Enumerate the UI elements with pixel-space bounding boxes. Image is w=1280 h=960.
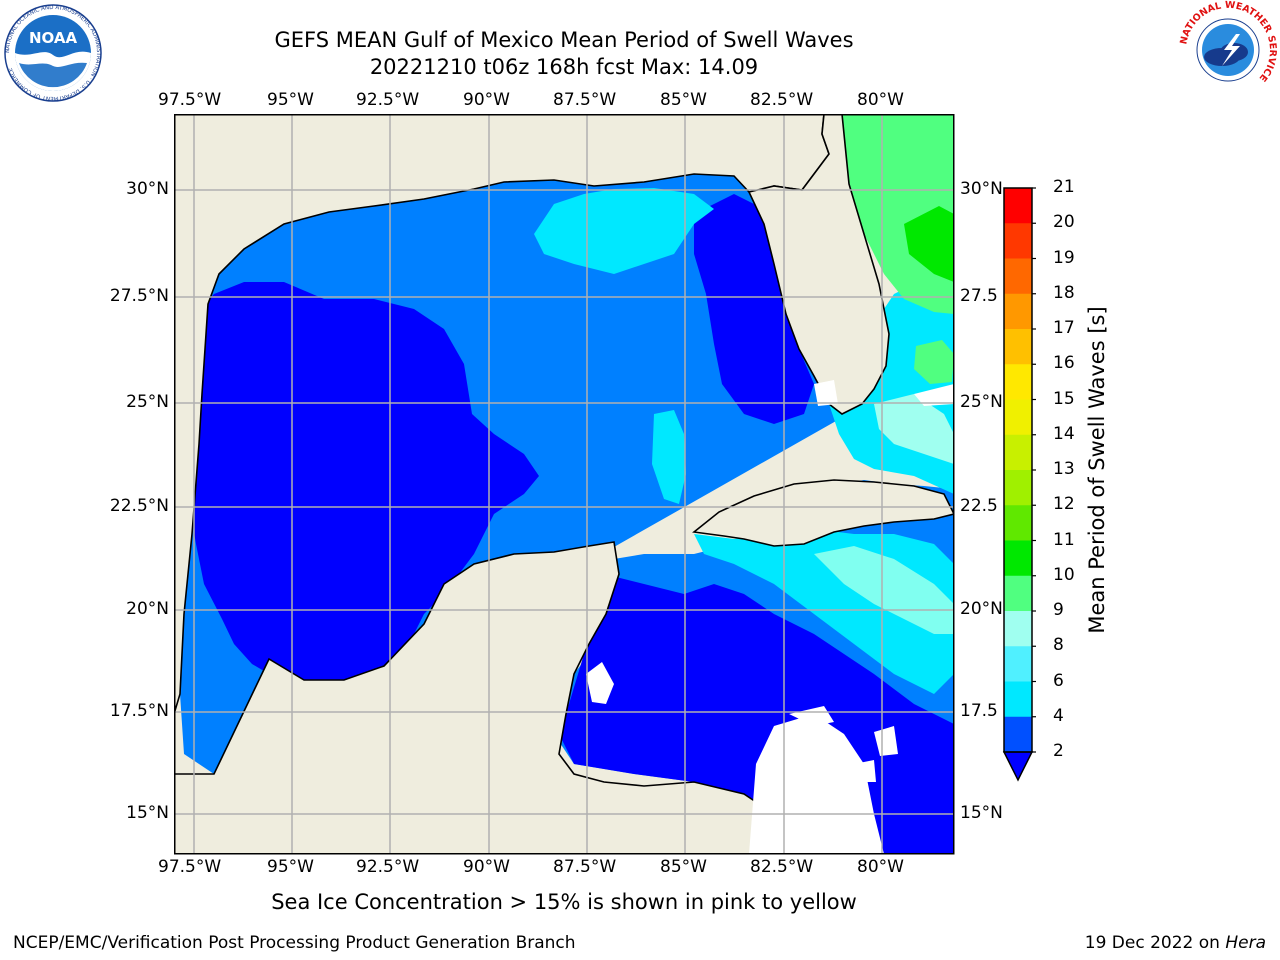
lat-label-right: 22.5 [960,496,998,516]
colorbar-tick-label: 11 [1053,529,1075,550]
colorbar-bin [1004,646,1032,682]
colorbar [1002,187,1036,782]
lon-label-top: 82.5°W [750,90,814,110]
colorbar-bin [1004,470,1032,506]
lon-label-bottom: 95°W [267,857,314,877]
lat-label-right: 15°N [960,803,1003,823]
lat-label-left: 22.5°N [109,496,169,516]
footer-host: Hera [1225,933,1266,953]
colorbar-tick-label: 10 [1053,564,1075,585]
footer-date-text: 19 Dec 2022 on [1084,933,1226,953]
colorbar-extend-arrow [1002,751,1034,782]
colorbar-bin [1004,434,1032,471]
colorbar-tick-label: 14 [1053,423,1075,444]
colorbar-tick-label: 12 [1053,494,1075,515]
colorbar-bin [1004,223,1032,259]
colorbar-bin [1004,611,1032,647]
lon-label-top: 85°W [660,90,707,110]
colorbar-bin [1004,716,1032,753]
nws-logo: NATIONAL WEATHER SERVICE [1178,0,1278,98]
colorbar-bin [1004,575,1032,612]
no-data-patches [586,380,954,854]
cyan-center [652,410,686,504]
lon-label-top: 92.5°W [356,90,420,110]
lon-label-bottom: 87.5°W [553,857,617,877]
lat-label-right: 20°N [960,599,1003,619]
lat-label-left: 27.5°N [109,286,169,306]
colorbar-label: Mean Period of Swell Waves [s] [1085,306,1109,634]
noaa-logo: NATIONAL OCEANIC AND ATMOSPHERIC ADMINIS… [4,4,102,102]
lon-label-top: 97.5°W [158,90,222,110]
map-plot [174,114,955,855]
green-patch-cuba [914,340,954,384]
colorbar-bin [1004,329,1032,365]
colorbar-bin [1004,258,1032,295]
lat-label-left: 15°N [126,803,169,823]
lon-label-bottom: 85°W [660,857,707,877]
colorbar-tick-label: 2 [1053,741,1064,761]
colorbar-bin [1004,540,1032,577]
lat-label-left: 17.5°N [109,701,169,721]
colorbar-tick-label: 21 [1053,177,1075,197]
footer-date: 19 Dec 2022 on Hera [1085,933,1266,953]
lon-label-top: 90°W [463,90,510,110]
colorbar-bin [1004,681,1032,718]
light-cyan-atlantic [874,394,954,464]
colorbar-tick-label: 9 [1053,600,1064,620]
colorbar-tick-label: 8 [1053,635,1064,656]
lon-label-bottom: 92.5°W [356,857,420,877]
lon-label-bottom: 97.5°W [158,857,222,877]
lat-label-left: 25°N [126,392,169,412]
colorbar-tick-label: 16 [1053,353,1075,374]
colorbar-bin [1004,364,1032,400]
graticule [174,114,954,854]
yucatan-land [174,541,785,854]
cuba [692,479,954,547]
map-frame [174,114,955,855]
lon-label-top: 87.5°W [553,90,617,110]
lat-label-left: 20°N [126,599,169,619]
footer-credit: NCEP/EMC/Verification Post Processing Pr… [13,933,576,953]
colorbar-tick-label: 4 [1053,705,1064,726]
colorbar-tick-label: 6 [1053,670,1064,691]
lon-label-bottom: 80°W [857,857,904,877]
colorbar-bin [1004,399,1032,436]
lon-label-top: 95°W [267,90,314,110]
colorbar-tick-label: 13 [1053,459,1075,479]
cyan-north [534,188,714,274]
lon-label-bottom: 82.5°W [750,857,814,877]
lon-label-bottom: 90°W [463,857,510,877]
lat-label-left: 30°N [126,179,169,199]
lon-label-top: 80°W [857,90,904,110]
lat-label-right: 17.5 [960,701,998,721]
colorbar-tick-label: 20 [1053,212,1075,233]
map-title: GEFS MEAN Gulf of Mexico Mean Period of … [274,28,854,52]
lat-label-right: 25°N [960,392,1003,412]
colorbar-tick-label: 18 [1053,282,1075,303]
lat-label-right: 30°N [960,179,1003,199]
colorbar-tick-label: 19 [1053,247,1075,268]
map-subtitle: 20221210 t06z 168h fcst Max: 14.09 [369,55,759,79]
lat-label-right: 27.5 [960,286,998,306]
light-cyan-caribbean [814,546,954,634]
colorbar-tick-label: 15 [1053,388,1075,409]
caption: Sea Ice Concentration > 15% is shown in … [271,890,857,914]
bright-green-atlantic [904,206,954,282]
colorbar-tick-label: 17 [1053,318,1075,338]
svg-text:NOAA: NOAA [29,29,78,47]
colorbar-bin [1004,188,1032,224]
colorbar-bin [1004,293,1032,330]
colorbar-bin [1004,505,1032,541]
